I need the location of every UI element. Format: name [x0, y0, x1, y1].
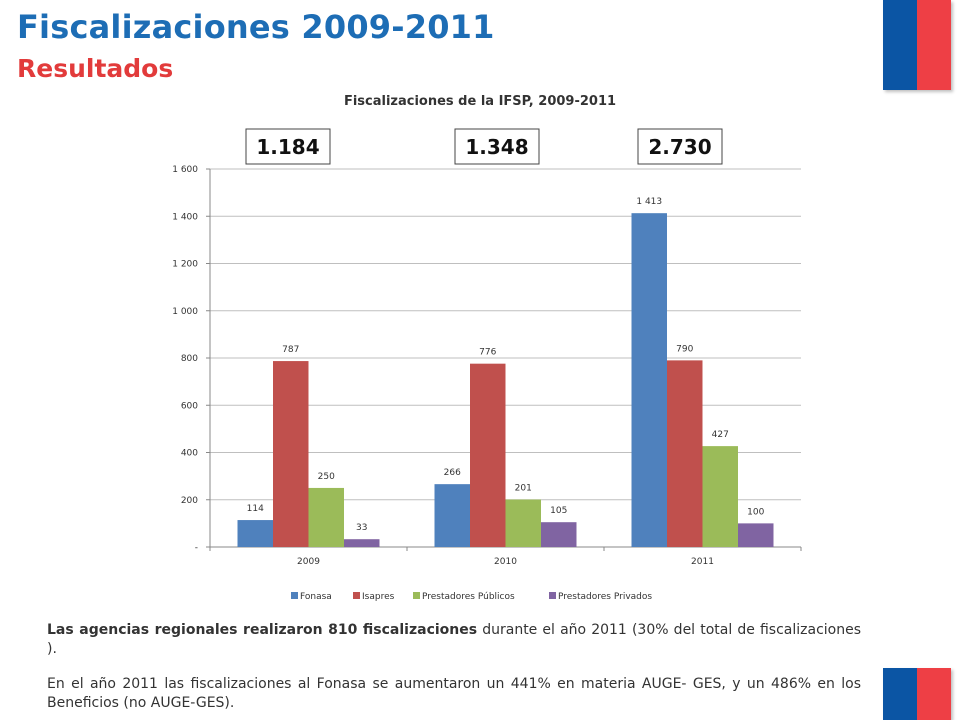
total-box: [637, 128, 723, 165]
legend-swatch: [413, 592, 420, 599]
data-label: 787: [282, 345, 299, 355]
total-value: 1.348: [465, 135, 528, 159]
y-tick-label: 200: [181, 496, 198, 506]
legend-label: Fonasa: [300, 592, 332, 602]
total-box: [245, 128, 331, 165]
legend-swatch: [291, 592, 298, 599]
bar: [667, 360, 703, 547]
data-label: 100: [747, 507, 764, 517]
bar: [738, 523, 774, 547]
data-label: 105: [550, 506, 567, 516]
bar: [631, 213, 667, 547]
bar: [702, 446, 738, 547]
page-title: Fiscalizaciones 2009-2011: [17, 8, 495, 46]
data-label: 266: [444, 468, 461, 478]
bar: [434, 484, 470, 547]
y-tick-label: 800: [181, 354, 198, 364]
bar: [308, 487, 344, 547]
bar: [470, 363, 506, 547]
total-value: 2.730: [648, 135, 711, 159]
bar: [505, 499, 541, 547]
legend-swatch: [353, 592, 360, 599]
data-label: 201: [515, 484, 532, 494]
y-tick-label: -: [195, 543, 198, 553]
data-label: 33: [356, 523, 367, 533]
y-tick-label: 1 000: [172, 307, 198, 317]
data-label: 427: [712, 430, 729, 440]
bar-chart: Fiscalizaciones de la IFSP, 2009-2011 - 20…: [172, 94, 802, 602]
paragraph-bold-text: Las agencias regionales realizaron 810 f…: [47, 622, 478, 638]
legend-label: Prestadores Públicos: [422, 592, 515, 602]
x-tick-label: 2011: [691, 557, 714, 567]
data-label: 114: [247, 504, 264, 514]
total-box: [454, 128, 540, 165]
bar: [541, 522, 577, 547]
paragraph-regional-agencies: Las agencias regionales realizaron 810 f…: [47, 621, 861, 659]
data-label: 250: [318, 472, 335, 482]
chile-flag-decoration-bottom: [883, 668, 951, 720]
y-tick-label: 1 600: [172, 165, 198, 175]
total-value: 1.184: [256, 135, 319, 159]
chile-flag-decoration-top: [883, 0, 951, 90]
bar: [237, 520, 273, 547]
x-tick-label: 2009: [297, 557, 320, 567]
legend-label: Isapres: [362, 592, 395, 602]
x-tick-label: 2010: [494, 557, 517, 567]
legend-swatch: [549, 592, 556, 599]
paragraph-fonasa-increase: En el año 2011 las fiscalizaciones al Fo…: [47, 676, 861, 711]
bar: [344, 539, 380, 547]
y-tick-label: 600: [181, 401, 198, 411]
data-label: 776: [479, 348, 496, 358]
bar: [273, 361, 309, 547]
data-label: 790: [676, 344, 693, 354]
y-tick-label: 400: [181, 449, 198, 459]
legend-label: Prestadores Privados: [558, 592, 652, 602]
y-tick-label: 1 400: [172, 212, 198, 222]
data-label: 1 413: [636, 197, 662, 207]
chart-title: Fiscalizaciones de la IFSP, 2009-2011: [344, 94, 616, 109]
y-tick-label: 1 200: [172, 260, 198, 270]
paragraph-text: durante el año 2011 (30% del total de fi…: [47, 622, 862, 657]
page-subtitle: Resultados: [17, 54, 174, 83]
